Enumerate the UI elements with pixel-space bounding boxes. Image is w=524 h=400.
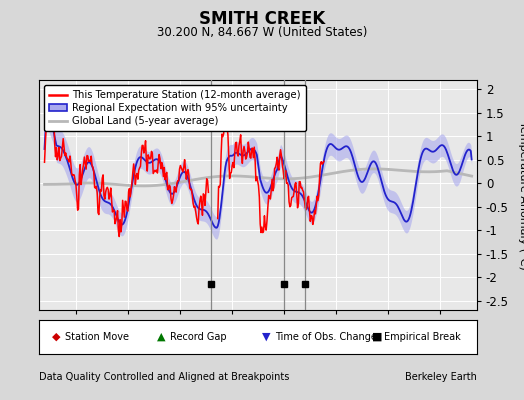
Text: ▲: ▲ (157, 332, 166, 342)
Text: SMITH CREEK: SMITH CREEK (199, 10, 325, 28)
Text: Station Move: Station Move (64, 332, 129, 342)
Text: Data Quality Controlled and Aligned at Breakpoints: Data Quality Controlled and Aligned at B… (39, 372, 290, 382)
Text: Time of Obs. Change: Time of Obs. Change (275, 332, 377, 342)
Text: ◆: ◆ (52, 332, 61, 342)
Text: Record Gap: Record Gap (170, 332, 226, 342)
Legend: This Temperature Station (12-month average), Regional Expectation with 95% uncer: This Temperature Station (12-month avera… (45, 85, 306, 131)
Text: Empirical Break: Empirical Break (384, 332, 461, 342)
Text: ■: ■ (372, 332, 383, 342)
Text: ▼: ▼ (263, 332, 271, 342)
Y-axis label: Temperature Anomaly (°C): Temperature Anomaly (°C) (518, 121, 524, 269)
Text: 30.200 N, 84.667 W (United States): 30.200 N, 84.667 W (United States) (157, 26, 367, 39)
Text: Berkeley Earth: Berkeley Earth (405, 372, 477, 382)
